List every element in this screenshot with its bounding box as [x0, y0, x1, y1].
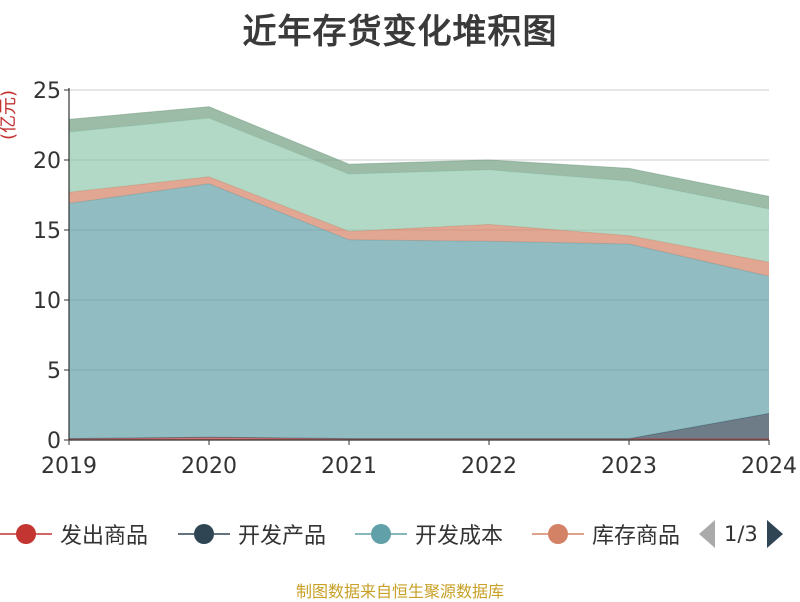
- legend-item-fachu[interactable]: 发出商品: [0, 516, 148, 552]
- y-axis-label: (亿元): [0, 90, 19, 140]
- line-series-5: [68, 106, 770, 197]
- legend-label-fachu: 发出商品: [60, 524, 149, 549]
- area-series-1: [69, 413, 769, 439]
- chart-title: 近年存货变化堆积图: [242, 12, 558, 52]
- area-series-3: [69, 176, 769, 277]
- area-series-2: [69, 183, 769, 439]
- area-series-5: [69, 106, 769, 209]
- x-tick-label-1: 2020: [181, 454, 237, 479]
- data-source-note: 制图数据来自恒生聚源数据库: [295, 582, 504, 601]
- x-tick-label-3: 2022: [461, 454, 517, 479]
- x-tick-label-5: 2024: [741, 454, 797, 479]
- legend-label-kaifa-chanpin: 开发产品: [238, 524, 327, 549]
- legend-item-kucun[interactable]: 库存商品: [532, 516, 684, 552]
- legend-marker-kaifa-chengben: [355, 524, 407, 544]
- legend-marker-kucun: [532, 524, 584, 544]
- legend-label-kucun: 库存商品: [592, 524, 681, 549]
- y-tick-label-5: 25: [33, 79, 61, 104]
- legend-marker-fachu: [0, 524, 52, 544]
- next-page-icon[interactable]: [766, 519, 784, 549]
- y-tick-label-0: 0: [47, 429, 61, 454]
- area-series-4: [69, 118, 769, 263]
- y-tick-label-1: 5: [47, 359, 61, 384]
- x-tick-label-4: 2023: [601, 454, 657, 479]
- legend: 发出商品 开发产品 开发成本 库存商品: [0, 516, 800, 552]
- y-tick-label-2: 10: [33, 289, 61, 314]
- y-tick-label-3: 15: [33, 219, 61, 244]
- x-tick-label-0: 2019: [41, 454, 97, 479]
- prev-page-icon[interactable]: [698, 519, 716, 549]
- y-tick-label-4: 20: [33, 149, 61, 174]
- legend-item-kaifa-chanpin[interactable]: 开发产品: [178, 516, 326, 552]
- legend-label-kaifa-chengben: 开发成本: [415, 524, 504, 549]
- legend-item-kaifa-chengben[interactable]: 开发成本: [355, 516, 503, 552]
- x-tick-label-2: 2021: [321, 454, 377, 479]
- legend-page-indicator: 1/3: [724, 522, 758, 546]
- legend-marker-kaifa-chanpin: [178, 524, 230, 544]
- legend-pager: 1/3: [698, 516, 784, 552]
